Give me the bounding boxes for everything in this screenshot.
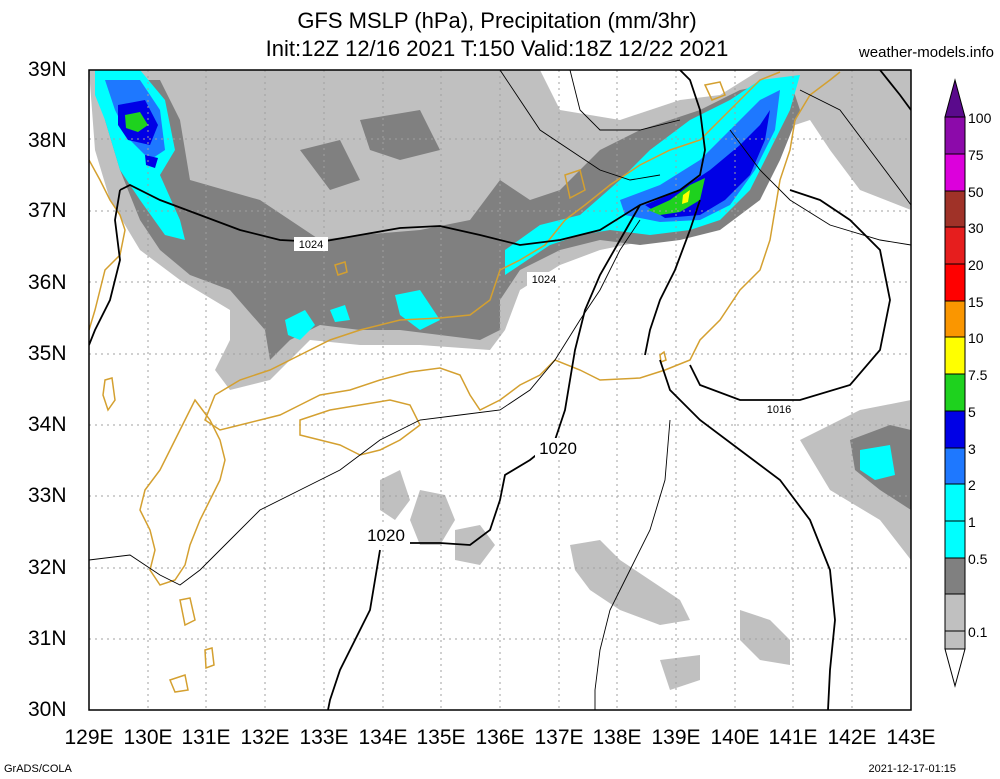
lat-label: 32N [28,556,67,579]
lon-label: 140E [710,726,760,749]
lon-label: 138E [592,726,642,749]
legend-label: 30 [968,220,984,236]
map-subtitle: Init:12Z 12/16 2021 T:150 Valid:18Z 12/2… [265,36,729,61]
lon-label: 129E [64,726,114,749]
legend-label: 20 [968,257,984,273]
lat-label: 34N [28,413,67,436]
contour-label-1020-west: 1020 [367,526,405,545]
lat-lon-grid [89,70,911,710]
lat-label: 36N [28,271,67,294]
contour-labels: 1024 1024 1020 1020 1016 [294,237,796,545]
contour-label-1016: 1016 [767,404,791,416]
lon-label: 143E [886,726,936,749]
precip-7.5-layer [682,190,690,204]
site-credit: weather-models.info [858,44,994,61]
lat-label: 33N [28,484,67,507]
contour-label-1020-east: 1020 [539,439,577,458]
legend-label: 100 [968,110,992,126]
lat-label: 31N [28,627,67,650]
lat-label: 30N [28,698,67,721]
lon-label: 135E [416,726,466,749]
lat-label: 38N [28,129,67,152]
legend-label: 75 [968,147,984,163]
legend-label: 15 [968,294,984,310]
legend-label: 3 [968,441,976,457]
footer-software: GrADS/COLA [4,763,72,775]
lat-label: 37N [28,199,67,222]
lon-label: 142E [827,726,877,749]
lon-label: 139E [651,726,701,749]
map-title: GFS MSLP (hPa), Precipitation (mm/3hr) [297,8,697,33]
legend-label: 0.5 [968,551,988,567]
lon-label: 141E [768,726,818,749]
legend-colorbar [944,78,966,688]
contour-label-1024-west: 1024 [299,239,323,251]
contour-label-1024-east: 1024 [532,274,556,286]
lat-label: 35N [28,342,67,365]
legend-label: 2 [968,477,976,493]
lon-label: 134E [358,726,408,749]
lat-label: 39N [28,58,67,81]
coastlines [89,71,841,693]
lon-label: 133E [299,726,349,749]
legend-label: 50 [968,184,984,200]
plot-frame [88,69,912,711]
legend-label: 1 [968,514,976,530]
lon-label: 131E [181,726,231,749]
lon-label: 130E [123,726,173,749]
legend-label: 7.5 [968,367,988,383]
lon-label: 137E [534,726,584,749]
legend-label: 5 [968,404,976,420]
legend-label: 10 [968,330,984,346]
footer-timestamp: 2021-12-17-01:15 [868,763,956,775]
lon-label: 136E [475,726,525,749]
legend-label: 0.1 [968,624,988,640]
lon-label: 132E [240,726,290,749]
